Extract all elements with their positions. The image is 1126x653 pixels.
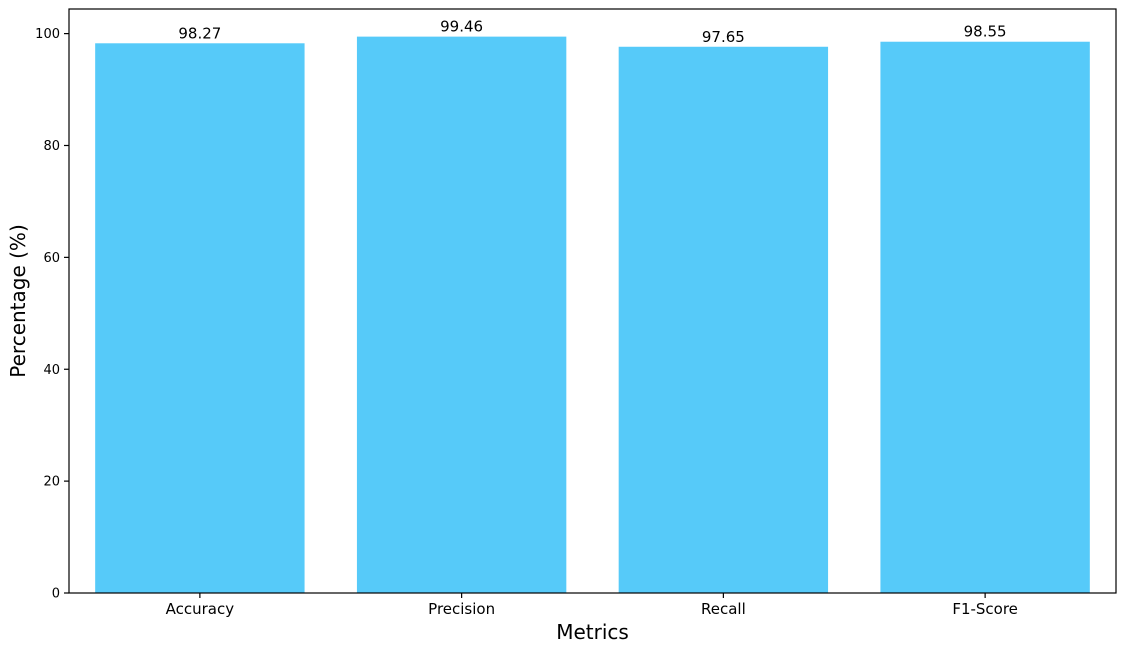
x-axis-title: Metrics [556,620,629,644]
y-axis-title: Percentage (%) [6,224,30,377]
bar-precision [356,36,567,593]
x-tick-label: Recall [701,600,746,618]
plot-frame [68,8,1117,594]
bar-value-label: 97.65 [702,28,745,46]
y-tick-label: 60 [43,251,60,266]
y-tick-label: 80 [43,139,60,154]
bar-accuracy [95,43,305,594]
x-tick-label: Precision [428,600,495,618]
bar-value-label: 98.55 [964,23,1007,41]
y-tick-label: 40 [43,363,60,378]
y-axis: 0 20 40 60 80 100 [35,27,69,602]
y-tick-label: 0 [52,587,60,602]
bar-value-label: 99.46 [440,18,483,36]
value-labels-layer: 98.27 99.46 97.65 98.55 [178,18,1006,46]
x-tick-label: F1-Score [952,600,1018,618]
bar-f1-score [880,41,1090,594]
bar-recall [618,46,829,593]
bars-layer [95,36,1090,594]
x-tick-label: Accuracy [166,600,235,618]
bar-value-label: 98.27 [178,24,221,42]
y-tick-label: 20 [43,475,60,490]
y-tick-label: 100 [35,27,60,42]
x-axis: Accuracy Precision Recall F1-Score [166,593,1018,618]
